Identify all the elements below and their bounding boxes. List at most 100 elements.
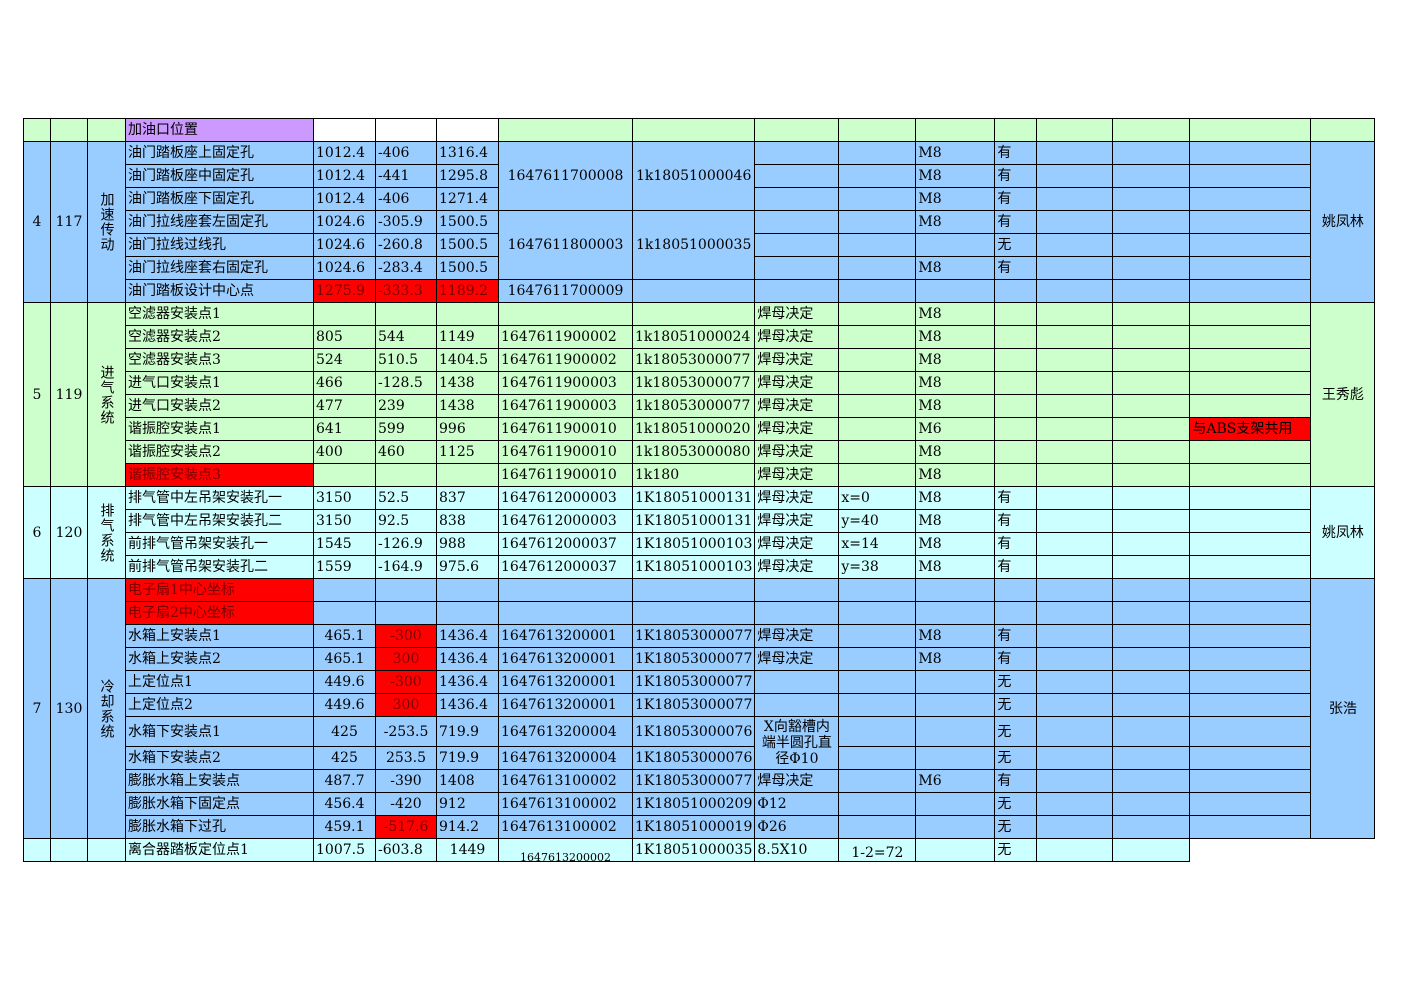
sheet-row: 空滤器安装点3 524 510.5 1404.5 1647611900002 1… — [24, 348, 1375, 372]
bolt-size: M8 — [915, 256, 996, 280]
coord-y: -126.9 — [375, 532, 437, 556]
group-seq: 7 — [23, 578, 51, 839]
coord-y: -441 — [375, 164, 437, 188]
bolt-size: M8 — [915, 348, 996, 372]
has-flag: 有 — [994, 486, 1038, 510]
sheet-row: 膨胀水箱下过孔 459.1 -517.6 914.2 1647613100002… — [24, 815, 1375, 839]
coord-z: 719.9 — [436, 746, 499, 770]
coord-x: 641 — [313, 417, 376, 441]
nut-number: 1K18053000077 — [631, 769, 756, 793]
nut-number: 1k18053000077 — [631, 394, 756, 418]
point-name: 水箱下安装点2 — [125, 746, 314, 770]
weld-note: Φ12 — [754, 792, 840, 816]
coord-z: 719.9 — [436, 716, 499, 747]
coord-y: 599 — [375, 417, 437, 441]
coord-z: 912 — [436, 792, 499, 816]
bolt-size: M8 — [915, 394, 996, 418]
sheet-row: 谐振腔安装点1 641 599 996 1647611900010 1k1805… — [24, 417, 1375, 441]
offset-note: y=40 — [838, 509, 917, 533]
nut-number: 1K18051000035 — [631, 838, 756, 862]
coord-x: 425 — [313, 716, 376, 747]
coord-z: 1316.4 — [436, 141, 499, 165]
point-name: 电子扇1中心坐标 — [125, 578, 314, 602]
sheet-row: 谐振腔安装点2 400 460 1125 1647611900010 1k180… — [24, 440, 1375, 464]
point-name: 谐振腔安装点3 — [125, 463, 314, 487]
sheet-row: 排气管中左吊架安装孔二 3150 92.5 838 1647612000003 … — [24, 509, 1375, 533]
coord-z: 914.2 — [436, 815, 499, 839]
point-name: 离合器踏板定位点1 — [125, 838, 314, 862]
part-number: 1647612000037 — [498, 555, 633, 579]
sheet-row: 水箱下安装点2 425 253.5 719.9 1647613200004 1K… — [24, 746, 1375, 770]
coord-z: 1436.4 — [436, 670, 499, 694]
sheet-row: 膨胀水箱上安装点 487.7 -390 1408 1647613100002 1… — [24, 769, 1375, 793]
coord-y: -603.8 — [375, 838, 437, 862]
coord-z: 1271.4 — [436, 187, 499, 211]
point-name: 膨胀水箱下固定点 — [125, 792, 314, 816]
coord-x: 3150 — [313, 509, 376, 533]
has-flag: 有 — [994, 555, 1038, 579]
point-name: 油门踏板座上固定孔 — [125, 141, 314, 165]
coord-x: 1024.6 — [313, 210, 376, 234]
coord-z: 996 — [436, 417, 499, 441]
coord-y: 510.5 — [375, 348, 437, 372]
bolt-size: M8 — [915, 624, 996, 648]
group-seq: 4 — [23, 141, 51, 303]
nut-number: 1K18051000131 — [631, 509, 756, 533]
coord-x: 1559 — [313, 555, 376, 579]
point-name: 谐振腔安装点2 — [125, 440, 314, 464]
sheet-row: 油门拉线座套左固定孔 1024.6 -305.9 1500.5 16476118… — [24, 210, 1375, 280]
has-flag: 无 — [994, 233, 1038, 257]
has-flag: 有 — [994, 532, 1038, 556]
part-number: 1647613200002 — [498, 838, 633, 862]
coord-y: -128.5 — [375, 371, 437, 395]
nut-number: 1k18051000024 — [631, 325, 756, 349]
part-number: 1647611900010 — [498, 440, 633, 464]
part-number: 1647611900003 — [498, 371, 633, 395]
part-number: 1647613200001 — [498, 670, 633, 694]
point-name: 前排气管吊架安装孔二 — [125, 555, 314, 579]
group-seq: 5 — [23, 302, 51, 487]
bolt-size: M8 — [915, 187, 996, 211]
offset-note: x=0 — [838, 486, 917, 510]
coord-y: -305.9 — [375, 210, 437, 234]
has-flag: 有 — [994, 141, 1038, 165]
nut-number: 1k18051000035 — [631, 210, 756, 280]
coord-z: 1436.4 — [436, 624, 499, 648]
coord-x: 425 — [313, 746, 376, 770]
coord-y: -260.8 — [375, 233, 437, 257]
coord-z: 1189.2 — [436, 279, 499, 303]
coord-y: -283.4 — [375, 256, 437, 280]
weld-note: 焊母决定 — [754, 532, 840, 556]
coord-y: 300 — [375, 693, 437, 717]
has-flag: 有 — [994, 210, 1038, 234]
sheet-row: 空滤器安装点2 805 544 1149 1647611900002 1k180… — [24, 325, 1375, 349]
part-number: 1647613200004 — [498, 716, 633, 747]
sheet-row: 膨胀水箱下固定点 456.4 -420 912 1647613100002 1K… — [24, 792, 1375, 816]
bolt-size: M6 — [915, 417, 996, 441]
weld-note: 焊母决定 — [754, 769, 840, 793]
coord-x: 1024.6 — [313, 256, 376, 280]
point-name: 油门拉线座套左固定孔 — [125, 210, 314, 234]
bolt-size: M8 — [915, 555, 996, 579]
point-name: 水箱上安装点2 — [125, 647, 314, 671]
sheet-row: 上定位点2 449.6 300 1436.4 1647613200001 1K1… — [24, 693, 1375, 717]
weld-note: 焊母决定 — [754, 555, 840, 579]
sheet-row: 电子扇2中心坐标 — [24, 601, 1375, 625]
nut-number: 1k18053000077 — [631, 371, 756, 395]
has-flag: 有 — [994, 769, 1038, 793]
coord-z: 1149 — [436, 325, 499, 349]
sheet-row: 油门踏板设计中心点 1275.9 -333.3 1189.2 164761170… — [24, 279, 1375, 303]
bolt-size: M8 — [915, 440, 996, 464]
coord-z: 1438 — [436, 371, 499, 395]
offset-note: 1-2=72 — [838, 838, 917, 862]
point-name: 油门拉线座套右固定孔 — [125, 256, 314, 280]
bolt-size: M6 — [915, 769, 996, 793]
coord-z: 838 — [436, 509, 499, 533]
point-name: 上定位点2 — [125, 693, 314, 717]
coord-z: 975.6 — [436, 555, 499, 579]
nut-number: 1k18053000080 — [631, 440, 756, 464]
sheet-row: 上定位点1 449.6 -300 1436.4 1647613200001 1K… — [24, 670, 1375, 694]
point-name: 排气管中左吊架安装孔二 — [125, 509, 314, 533]
coord-y: -517.6 — [375, 815, 437, 839]
point-name: 排气管中左吊架安装孔一 — [125, 486, 314, 510]
